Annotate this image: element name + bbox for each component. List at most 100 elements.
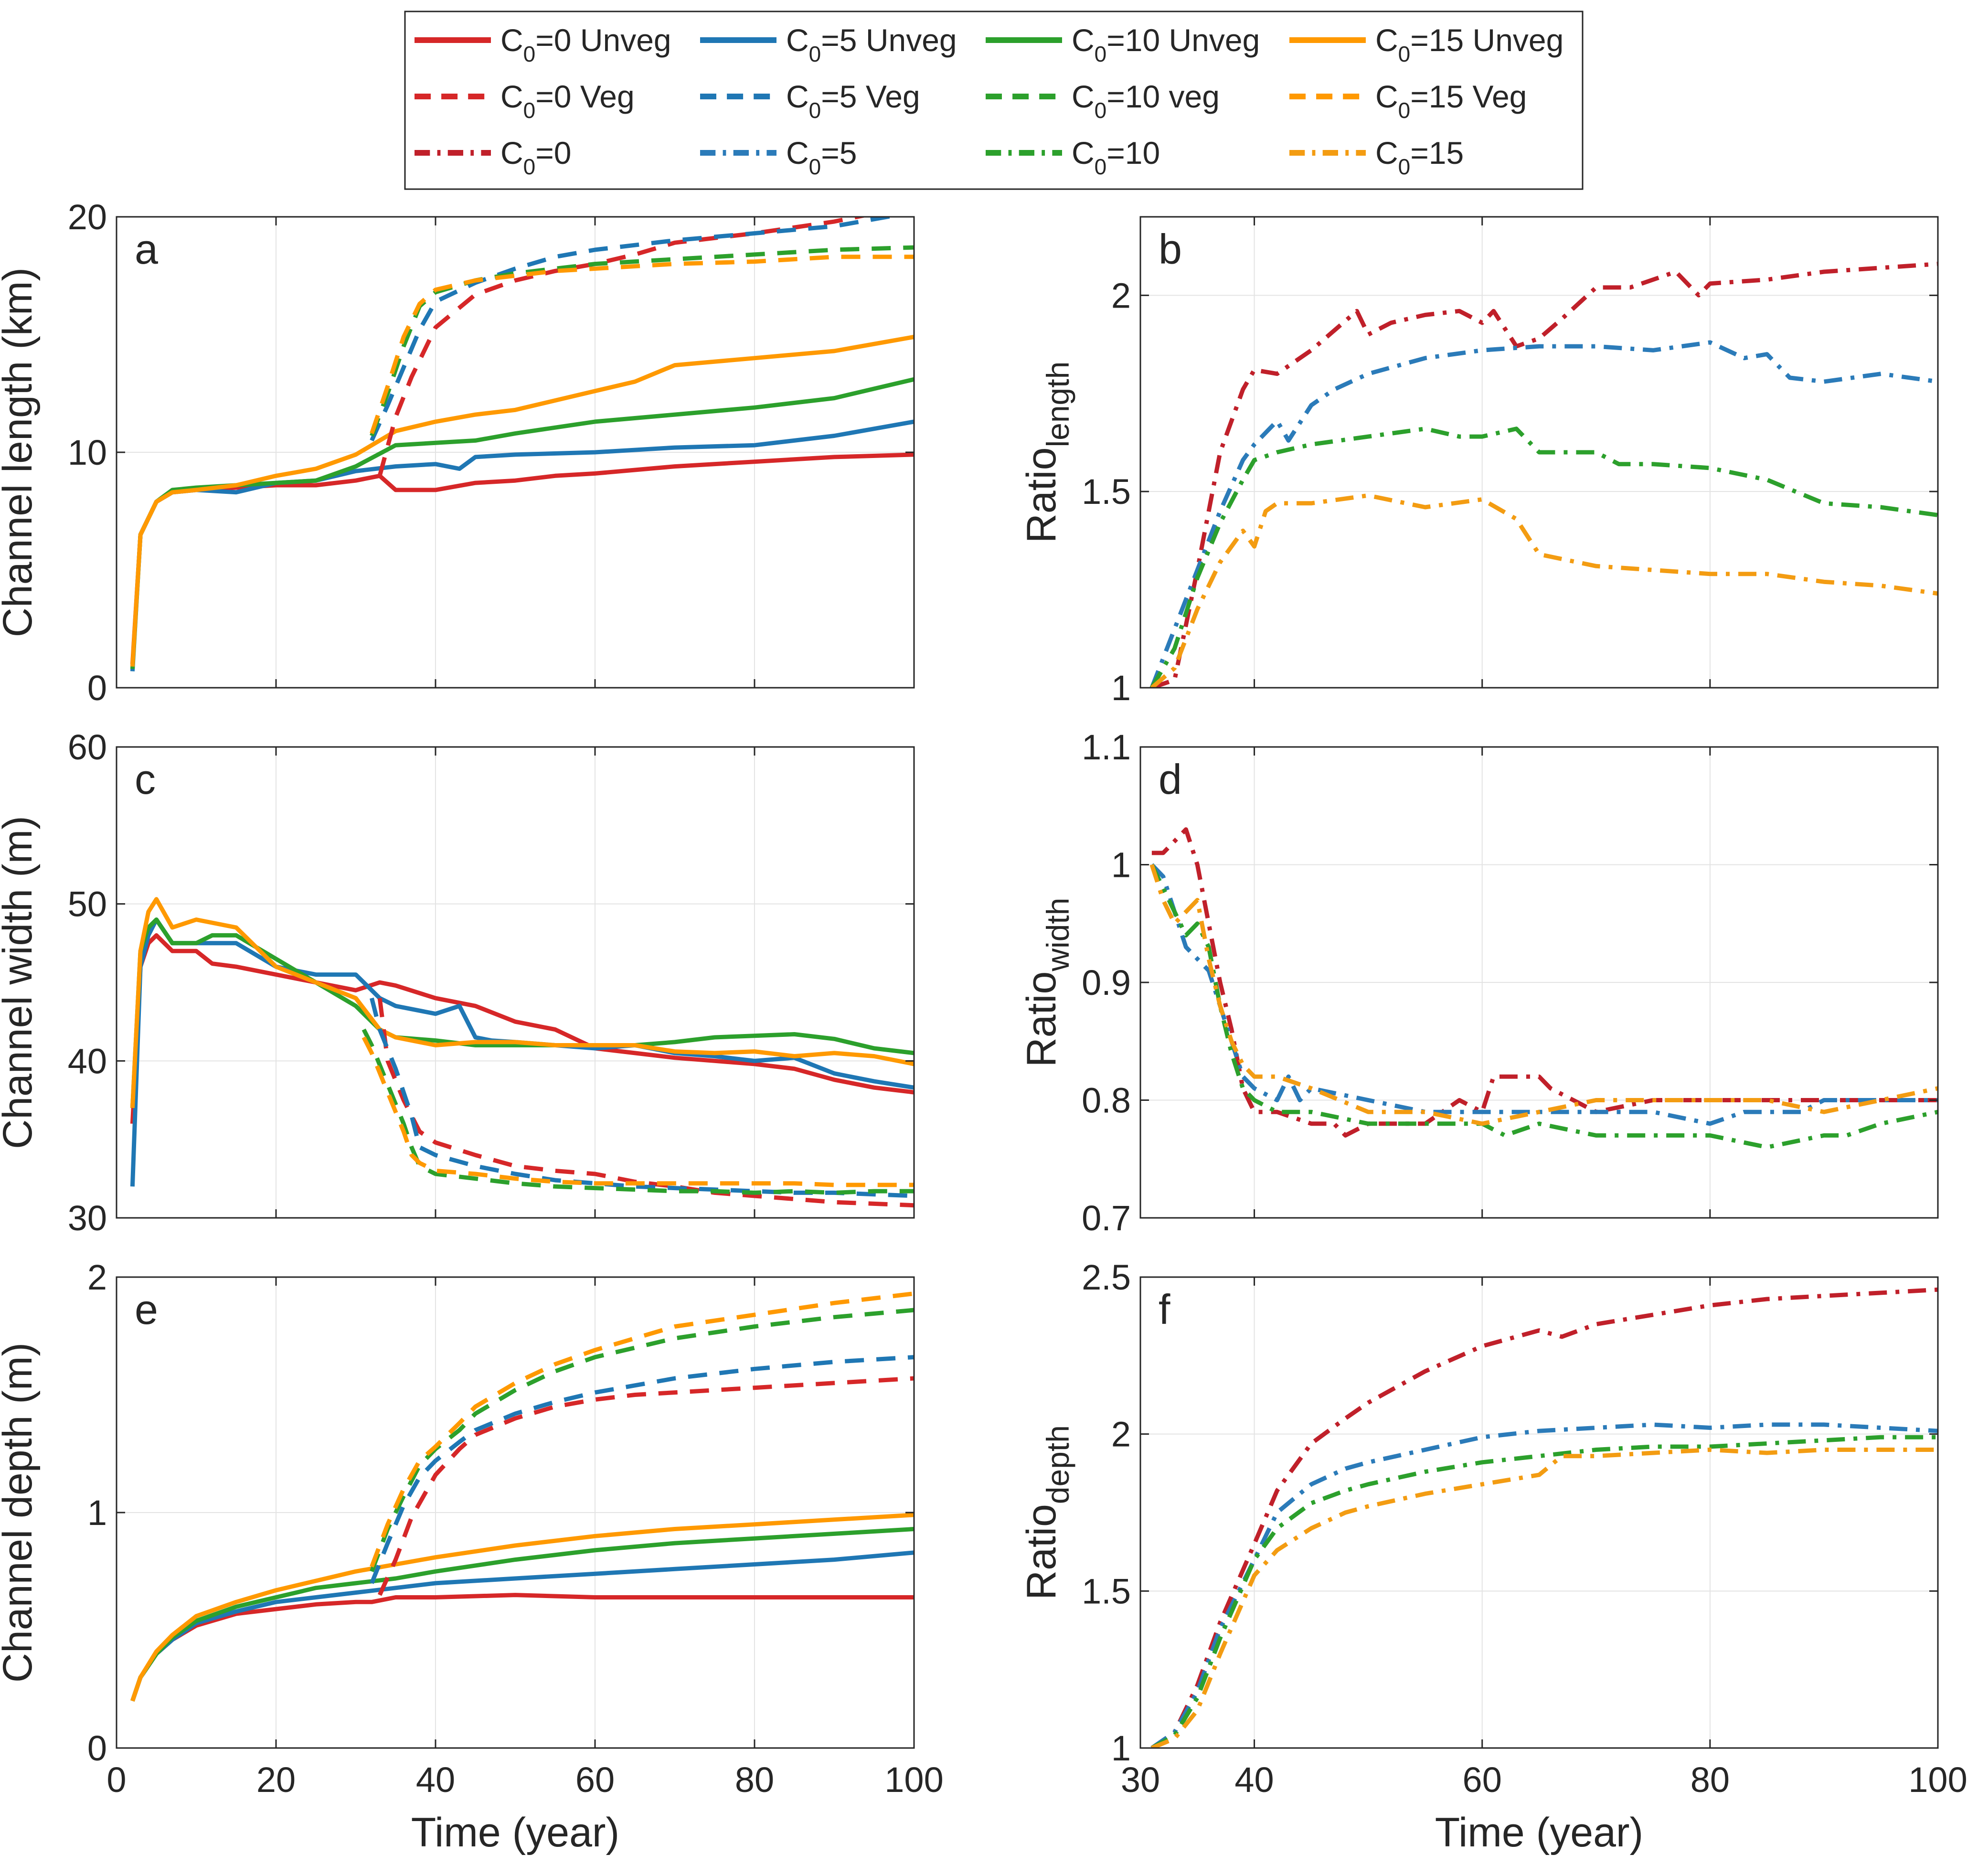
legend-label-prefix: C (1375, 79, 1398, 114)
series-group (1150, 1287, 1938, 1748)
legend-label: C0=10 veg (1072, 79, 1220, 123)
legend-entry: C0=5 Unveg (700, 22, 957, 66)
legend-label-subscript: 0 (1398, 42, 1411, 66)
legend-label-suffix: =0 Veg (535, 79, 634, 114)
plot-area (1140, 1277, 1938, 1748)
y-axis-label-main: Ratio (1019, 448, 1064, 544)
legend-label-subscript: 0 (1398, 154, 1411, 179)
legend-label-suffix: =0 Unveg (535, 22, 671, 58)
y-tick-label: 0.9 (1082, 963, 1131, 1002)
legend-label-suffix: =5 Veg (821, 79, 920, 114)
series-line (370, 1355, 914, 1584)
legend-label-subscript: 0 (1095, 98, 1107, 123)
y-axis-label: Ratiodepth (1019, 1425, 1075, 1600)
series-line (1150, 863, 1938, 1126)
legend-label-suffix: =10 veg (1106, 79, 1220, 114)
y-tick-label: 50 (68, 885, 107, 924)
y-tick-label: 30 (68, 1198, 107, 1238)
series-line (370, 1291, 914, 1567)
y-tick-label: 2 (87, 1258, 107, 1297)
x-tick-label: 100 (1908, 1760, 1967, 1800)
panel-letter: c (135, 756, 156, 803)
legend-label: C0=0 Unveg (500, 22, 671, 66)
series-group (130, 1291, 914, 1702)
legend-label-prefix: C (786, 22, 809, 58)
legend-label: C0=5 Veg (786, 79, 920, 123)
legend-label-suffix: =15 Veg (1410, 79, 1527, 114)
series-group (130, 897, 914, 1208)
y-tick-label: 20 (68, 197, 107, 237)
x-tick-label: 30 (1121, 1760, 1160, 1800)
y-axis-label-subscript: length (1040, 362, 1075, 448)
legend-label-prefix: C (500, 135, 523, 171)
series-line (1150, 1435, 1938, 1748)
legend-entry: C0=15 (1289, 135, 1464, 179)
y-axis-label-subscript: width (1040, 898, 1075, 972)
series-line (370, 245, 914, 437)
series-line (1149, 863, 1938, 1150)
legend-label-subscript: 0 (809, 154, 821, 179)
panel-letter: a (135, 225, 158, 273)
legend-label-prefix: C (1072, 22, 1095, 58)
y-axis-label: Channel width (m) (0, 816, 41, 1149)
y-axis-label-subscript: depth (1040, 1425, 1075, 1504)
x-tick-label: 60 (1463, 1760, 1502, 1800)
legend-entry: C0=10 Unveg (986, 22, 1260, 66)
legend-label-prefix: C (786, 135, 809, 171)
x-axis-label: Time (year) (1435, 1810, 1643, 1855)
y-tick-label: 2 (1111, 276, 1131, 315)
y-tick-label: 1.5 (1082, 472, 1131, 512)
legend-label-prefix: C (1375, 22, 1398, 58)
y-axis-label-main: Channel width (m) (0, 816, 41, 1149)
legend-label-subscript: 0 (809, 42, 821, 66)
x-tick-label: 80 (735, 1760, 774, 1800)
y-tick-label: 60 (68, 727, 107, 767)
x-tick-label: 40 (1234, 1760, 1274, 1800)
legend-label-prefix: C (786, 79, 809, 114)
series-line (1151, 262, 1938, 688)
y-tick-label: 40 (68, 1041, 107, 1081)
y-tick-label: 0.8 (1082, 1081, 1131, 1120)
y-tick-label: 1 (1111, 845, 1131, 885)
y-axis-label-main: Channel length (km) (0, 267, 41, 637)
legend-label: C0=10 (1072, 135, 1160, 179)
y-tick-label: 1 (87, 1493, 107, 1533)
legend-label-prefix: C (1072, 79, 1095, 114)
y-tick-label: 0 (87, 1728, 107, 1768)
plot-area (117, 747, 914, 1218)
legend-label-prefix: C (1375, 135, 1398, 171)
x-tick-label: 80 (1691, 1760, 1730, 1800)
legend-label-subscript: 0 (809, 98, 821, 123)
y-tick-label: 1.1 (1082, 727, 1131, 767)
series-line (1149, 864, 1938, 1126)
axes-frame (1139, 1276, 1939, 1749)
legend-label-suffix: =5 Unveg (821, 22, 957, 58)
y-axis-label-main: Channel depth (m) (0, 1343, 41, 1683)
series-line (362, 1036, 914, 1187)
axes-frame (116, 746, 915, 1219)
legend-label-suffix: =5 (821, 135, 857, 171)
legend-label-prefix: C (500, 22, 523, 58)
series-line (1151, 827, 1938, 1138)
y-axis-label-main: Ratio (1019, 971, 1064, 1067)
legend-label-suffix: =0 (535, 135, 571, 171)
panel-letter: d (1159, 756, 1182, 803)
series-line (130, 933, 914, 1124)
panel-b: 1 1.5 2b Ratiolength (1019, 216, 1939, 708)
legend-entry: C0=10 (986, 135, 1160, 179)
legend-label: C0=15 Veg (1375, 79, 1527, 123)
panel-e: 0 20 40 60 80 100 0 1 2e Channel depth (m) Time (y… (0, 1258, 944, 1855)
legend: C0=0 Unveg C0=5 Unveg C0=10 Unveg C0=15 Unv… (404, 11, 1584, 190)
legend-label: C0=0 Veg (500, 79, 635, 123)
y-tick-label: 0 (87, 668, 107, 708)
panel-a: 0 10 20 a Channel length (km) (0, 197, 915, 708)
axes-frame (1139, 216, 1939, 689)
legend-label: C0=0 (500, 135, 572, 179)
legend-label: C0=5 Unveg (786, 22, 957, 66)
series-line (130, 334, 914, 667)
x-axis-label: Time (year) (411, 1810, 619, 1855)
panel-letter: e (135, 1286, 158, 1333)
legend-label-subscript: 0 (1095, 42, 1107, 66)
y-tick-label: 1 (1111, 668, 1131, 708)
